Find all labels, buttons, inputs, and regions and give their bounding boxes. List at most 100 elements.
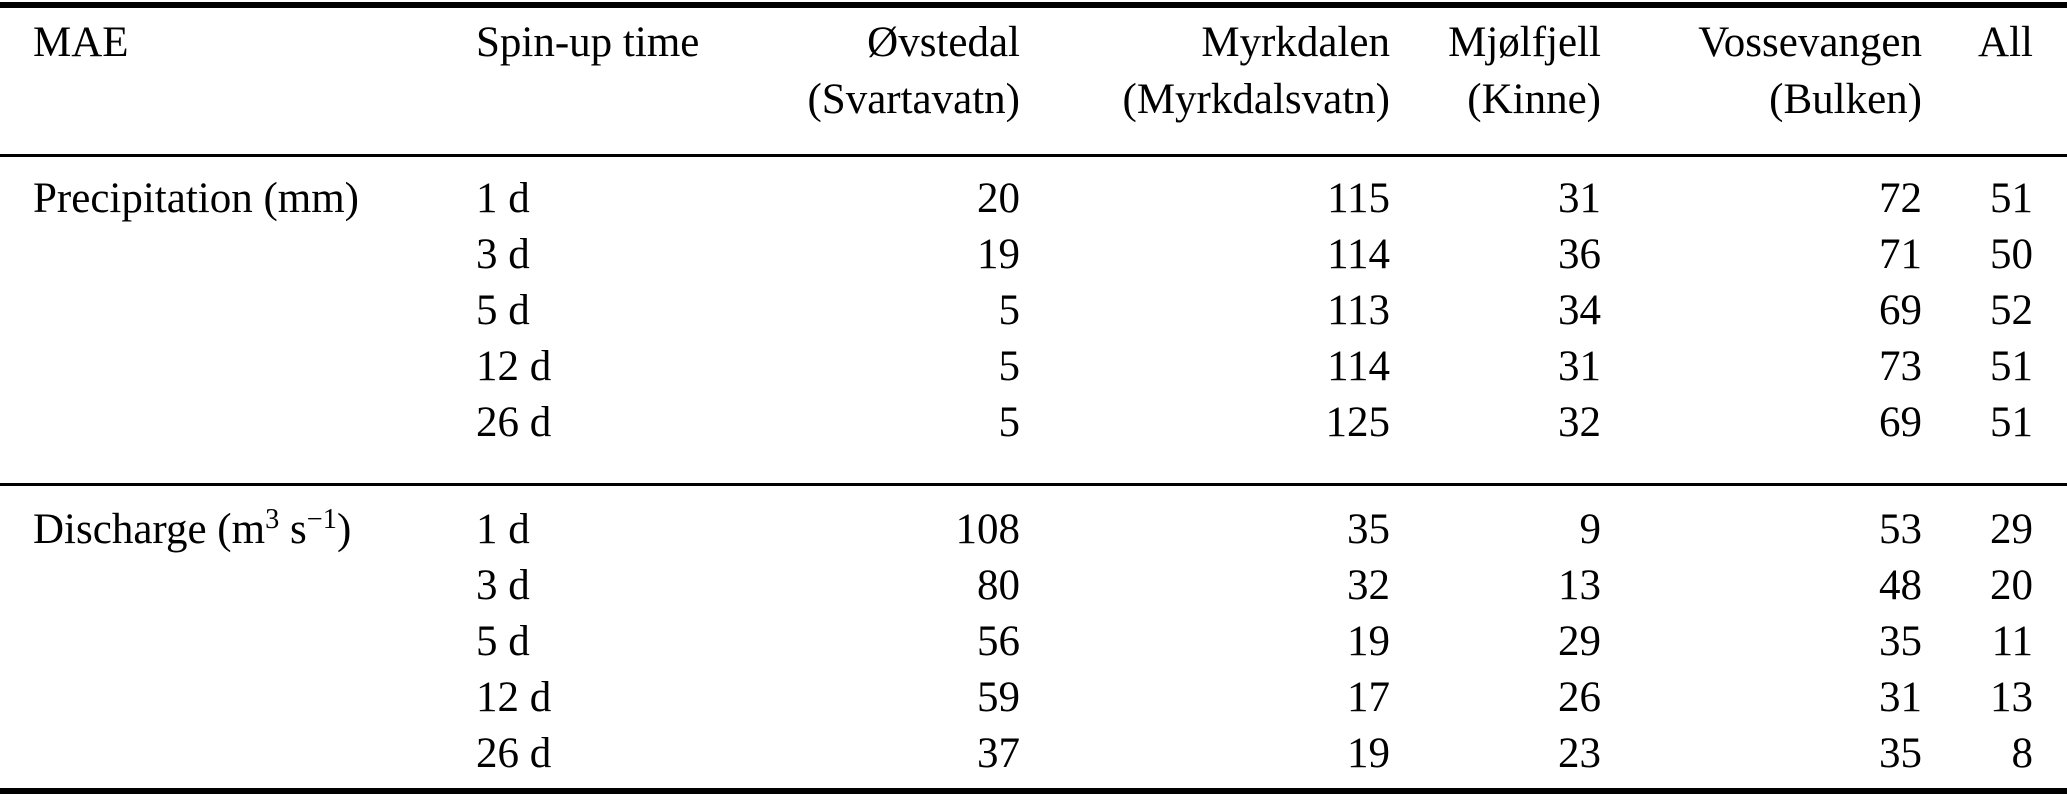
- section-label-cell: [0, 227, 476, 283]
- value-cell: 29: [1990, 506, 2033, 553]
- value-cell: 36: [1558, 231, 1601, 278]
- spinup-time-cell: 12 d: [476, 343, 552, 390]
- header-empty-1: [0, 71, 476, 128]
- header-gauge-svartavatn: (Svartavatn): [807, 76, 1020, 123]
- value-cell: 69: [1879, 399, 1922, 446]
- header-separator-rule: [0, 154, 2067, 157]
- value-cell: 20: [977, 175, 1020, 222]
- value-cell: 72: [1879, 175, 1922, 222]
- value-cell: 19: [977, 231, 1020, 278]
- value-cell: 53: [1879, 506, 1922, 553]
- section-label-cell: [0, 395, 476, 451]
- value-cell: 26: [1558, 674, 1601, 721]
- spinup-time-cell: 1 d: [476, 175, 530, 222]
- value-cell: 50: [1990, 231, 2033, 278]
- section-label-superscript: 3: [265, 504, 280, 536]
- spinup-time-cell: 5 d: [476, 287, 530, 334]
- value-cell: 13: [1558, 562, 1601, 609]
- header-all: All: [1978, 19, 2033, 66]
- value-cell: 108: [955, 506, 1021, 553]
- table-top-rule: [0, 2, 2067, 8]
- value-cell: 32: [1347, 562, 1390, 609]
- value-cell: 29: [1558, 618, 1601, 665]
- spinup-time-cell: 26 d: [476, 730, 552, 777]
- table-header: MAE Spin-up time Øvstedal Myrkdalen Mjøl…: [0, 8, 2067, 154]
- value-cell: 35: [1879, 618, 1922, 665]
- section-label-cell: [0, 726, 476, 782]
- table-bottom-rule: [0, 788, 2067, 794]
- spinup-time-cell: 12 d: [476, 674, 552, 721]
- section-label-text: Discharge (m: [33, 506, 266, 553]
- value-cell: 37: [977, 730, 1020, 777]
- value-cell: 51: [1990, 175, 2033, 222]
- value-cell: 51: [1990, 399, 2033, 446]
- value-cell: 5: [998, 343, 1021, 390]
- value-cell: 20: [1990, 562, 2033, 609]
- header-empty-3: [1922, 71, 2067, 128]
- value-cell: 31: [1558, 343, 1601, 390]
- value-cell: 35: [1347, 506, 1390, 553]
- value-cell: 113: [1327, 287, 1390, 334]
- section-label-text: Precipitation (mm): [33, 175, 360, 222]
- value-cell: 69: [1879, 287, 1922, 334]
- table-row: 3 d 19 114 36 71 50: [0, 227, 2067, 283]
- value-cell: 31: [1558, 175, 1601, 222]
- table-row: 26 d 5 125 32 69 51: [0, 395, 2067, 451]
- value-cell: 5: [998, 287, 1021, 334]
- spinup-time-cell: 5 d: [476, 618, 530, 665]
- header-row-line2: (Svartavatn) (Myrkdalsvatn) (Kinne) (Bul…: [0, 71, 2067, 128]
- header-gauge-myrkdalsvatn: (Myrkdalsvatn): [1122, 76, 1391, 123]
- value-cell: 9: [1579, 506, 1602, 553]
- table-row: Discharge (m3 s−1) 1 d 108 35 9 53 29: [0, 502, 2067, 558]
- spinup-time-cell: 26 d: [476, 399, 552, 446]
- spinup-time-cell: 3 d: [476, 562, 530, 609]
- value-cell: 114: [1327, 343, 1390, 390]
- value-cell: 114: [1327, 231, 1390, 278]
- table-row: 26 d 37 19 23 35 8: [0, 726, 2067, 782]
- section-label-text: s: [279, 506, 307, 553]
- table-row: 5 d 56 19 29 35 11: [0, 614, 2067, 670]
- value-cell: 73: [1879, 343, 1922, 390]
- value-cell: 48: [1879, 562, 1922, 609]
- section-label-text: ): [336, 506, 352, 553]
- value-cell: 125: [1325, 399, 1391, 446]
- value-cell: 8: [2011, 730, 2034, 777]
- value-cell: 19: [1347, 618, 1390, 665]
- section-label-cell: [0, 614, 476, 670]
- value-cell: 52: [1990, 287, 2033, 334]
- value-cell: 32: [1558, 399, 1601, 446]
- header-gauge-bulken: (Bulken): [1769, 76, 1922, 123]
- section-label-cell: [0, 283, 476, 339]
- header-empty-2: [476, 71, 770, 128]
- discharge-section: Discharge (m3 s−1) 1 d 108 35 9 53 29 3 d 80 32 13…: [0, 486, 2067, 788]
- header-gauge-kinne: (Kinne): [1467, 76, 1601, 123]
- value-cell: 34: [1558, 287, 1601, 334]
- table-row: 12 d 5 114 31 73 51: [0, 339, 2067, 395]
- section-separator-rule: [0, 483, 2067, 486]
- value-cell: 115: [1327, 175, 1390, 222]
- value-cell: 13: [1990, 674, 2033, 721]
- value-cell: 35: [1879, 730, 1922, 777]
- value-cell: 5: [998, 399, 1021, 446]
- value-cell: 71: [1879, 231, 1922, 278]
- value-cell: 56: [977, 618, 1020, 665]
- header-station-mjolfjell: Mjølfjell: [1448, 19, 1601, 66]
- section-label-cell: [0, 558, 476, 614]
- spinup-time-cell: 1 d: [476, 506, 530, 553]
- section-label-cell: [0, 670, 476, 726]
- header-station-vossevangen: Vossevangen: [1698, 19, 1922, 66]
- value-cell: 51: [1990, 343, 2033, 390]
- header-mae: MAE: [33, 19, 129, 66]
- precipitation-section: Precipitation (mm) 1 d 20 115 31 72 51 3 d 19 114…: [0, 157, 2067, 483]
- header-station-ovstedal: Øvstedal: [867, 19, 1020, 66]
- section-label-cell: Discharge (m3 s−1): [0, 502, 476, 558]
- value-cell: 23: [1558, 730, 1601, 777]
- table-row: 3 d 80 32 13 48 20: [0, 558, 2067, 614]
- value-cell: 11: [1991, 618, 2033, 665]
- section-label-cell: Precipitation (mm): [0, 171, 476, 227]
- value-cell: 80: [977, 562, 1020, 609]
- table-row: Precipitation (mm) 1 d 20 115 31 72 51: [0, 171, 2067, 227]
- header-station-myrkdalen: Myrkdalen: [1201, 19, 1390, 66]
- value-cell: 31: [1879, 674, 1922, 721]
- header-spinup-time: Spin-up time: [476, 19, 700, 66]
